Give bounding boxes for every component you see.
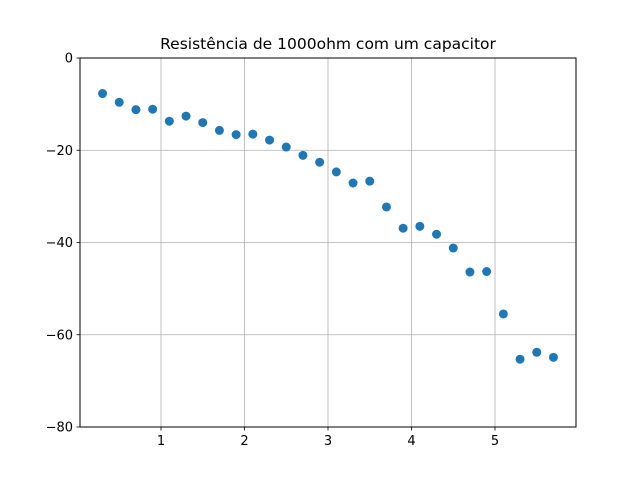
data-point [231, 130, 241, 140]
y-tick-label: −80 [46, 421, 73, 436]
data-point [114, 97, 124, 107]
data-point [482, 267, 492, 277]
y-tick-label: −40 [46, 236, 73, 251]
data-point [498, 309, 508, 319]
data-point [298, 150, 308, 160]
data-point [381, 202, 391, 212]
x-tick-label: 3 [324, 434, 332, 449]
x-tick-label: 5 [491, 434, 499, 449]
chart-title: Resistência de 1000ohm com um capacitor [160, 35, 496, 53]
data-point [131, 105, 141, 115]
data-point [348, 178, 358, 188]
y-tick-label: −20 [46, 144, 73, 159]
data-point [98, 89, 108, 99]
axis-ticks: 1 2 3 4 5 0 −20 −40 −60 −80 [46, 52, 500, 450]
data-point [265, 135, 275, 145]
data-point [548, 352, 558, 362]
y-tick-label: 0 [65, 52, 73, 67]
data-point [465, 267, 475, 277]
data-point [181, 111, 191, 121]
x-tick-label: 4 [407, 434, 415, 449]
data-point [415, 221, 425, 231]
data-point [515, 354, 525, 364]
data-point [164, 116, 174, 126]
data-point [448, 243, 458, 253]
data-points [98, 89, 558, 364]
data-point [148, 104, 158, 114]
data-point [281, 142, 291, 152]
x-tick-label: 1 [157, 434, 165, 449]
data-point [532, 347, 542, 357]
data-point [214, 125, 224, 135]
data-point [432, 229, 442, 239]
x-tick-label: 2 [240, 434, 248, 449]
data-point [248, 129, 258, 139]
data-point [331, 167, 341, 177]
data-point [198, 118, 208, 128]
y-tick-label: −60 [46, 328, 73, 343]
data-point [398, 223, 408, 233]
data-point [365, 176, 375, 186]
data-point [315, 157, 325, 167]
